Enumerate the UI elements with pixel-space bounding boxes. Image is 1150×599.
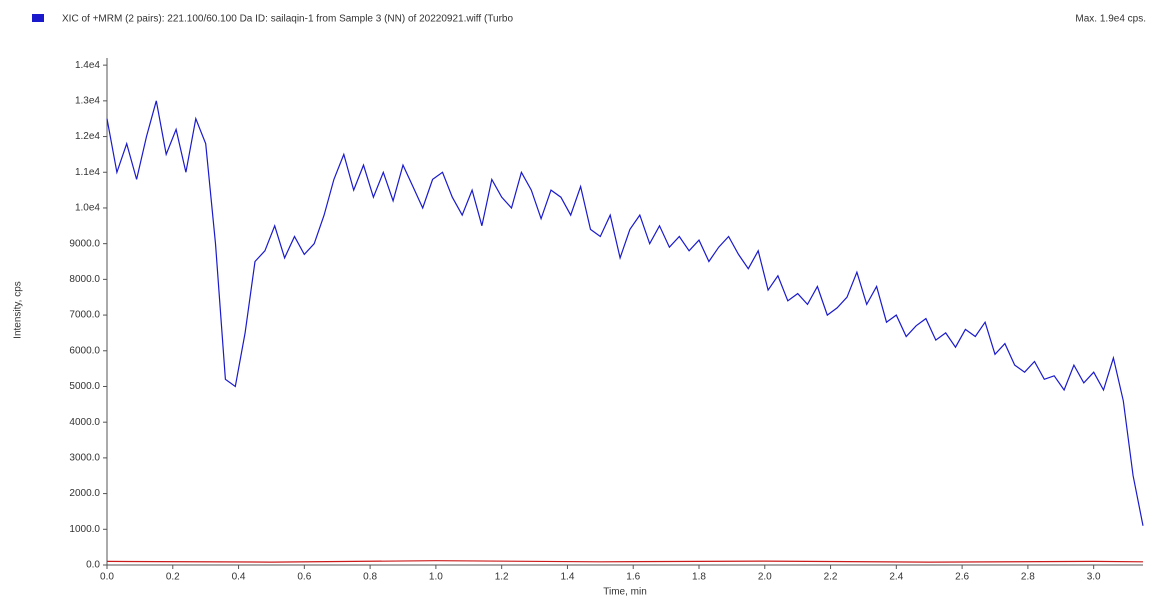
legend-swatch <box>32 14 44 22</box>
y-tick-label: 5000.0 <box>69 381 100 392</box>
y-tick-label: 8000.0 <box>69 274 100 285</box>
y-tick-label: 1.3e4 <box>75 95 100 106</box>
x-tick-label: 1.6 <box>626 572 640 583</box>
y-tick-label: 0.0 <box>86 560 100 571</box>
y-tick-label: 3000.0 <box>69 453 100 464</box>
x-tick-label: 0.0 <box>100 572 114 583</box>
y-tick-label: 1.2e4 <box>75 131 100 142</box>
x-axis-title: Time, min <box>603 587 647 598</box>
series-line <box>106 100 1144 526</box>
x-tick-label: 1.4 <box>560 572 574 583</box>
y-tick-label: 2000.0 <box>69 488 100 499</box>
x-tick-label: 0.4 <box>232 572 246 583</box>
y-tick-label: 1.4e4 <box>75 60 100 71</box>
x-tick-label: 0.2 <box>166 572 180 583</box>
y-tick-label: 6000.0 <box>69 345 100 356</box>
y-tick-label: 9000.0 <box>69 238 100 249</box>
x-tick-label: 0.8 <box>363 572 377 583</box>
max-annotation: Max. 1.9e4 cps. <box>1075 14 1146 25</box>
y-tick-label: 1.1e4 <box>75 167 100 178</box>
chart-title: XIC of +MRM (2 pairs): 221.100/60.100 Da… <box>62 14 513 25</box>
series-line <box>106 560 1144 563</box>
x-tick-label: 0.6 <box>297 572 311 583</box>
y-tick-label: 1000.0 <box>69 524 100 535</box>
x-tick-label: 2.8 <box>1021 572 1035 583</box>
x-tick-label: 1.0 <box>429 572 443 583</box>
x-tick-label: 2.0 <box>758 572 772 583</box>
x-tick-label: 2.6 <box>955 572 969 583</box>
y-tick-label: 1.0e4 <box>75 203 100 214</box>
x-tick-label: 3.0 <box>1087 572 1101 583</box>
x-tick-label: 2.2 <box>824 572 838 583</box>
x-tick-label: 1.2 <box>495 572 509 583</box>
y-axis-title: Intensity, cps <box>13 281 24 339</box>
y-tick-label: 4000.0 <box>69 417 100 428</box>
y-tick-label: 7000.0 <box>69 310 100 321</box>
x-tick-label: 2.4 <box>889 572 903 583</box>
x-tick-label: 1.8 <box>692 572 706 583</box>
